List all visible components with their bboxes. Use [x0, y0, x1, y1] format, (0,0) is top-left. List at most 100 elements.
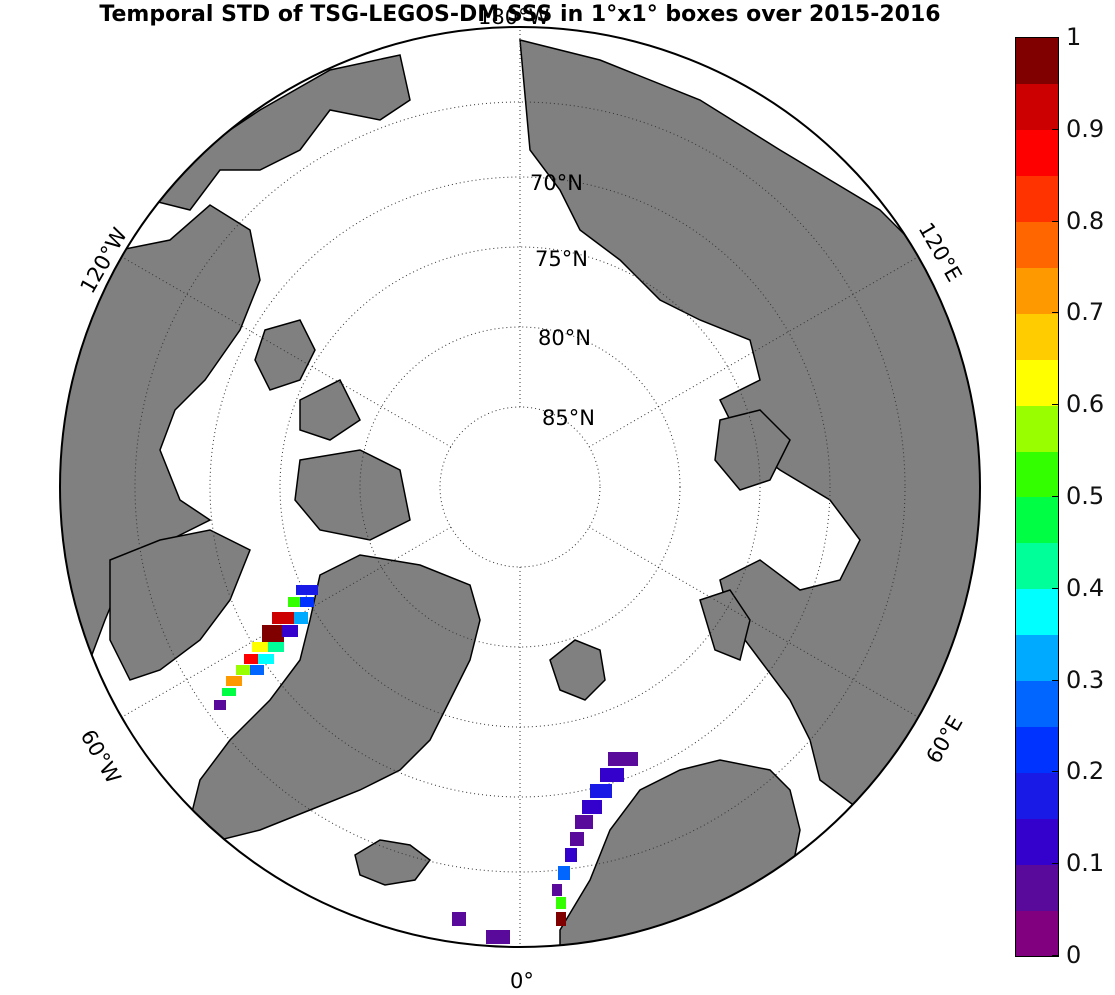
colorbar-segment [1016, 772, 1058, 819]
colorbar-tick-mark [1052, 312, 1058, 314]
std-cells-north-atlantic [452, 912, 510, 944]
colorbar-segment [1016, 38, 1058, 85]
meridian-120w [121, 256, 452, 448]
data-cell [294, 612, 308, 624]
colorbar-segment [1016, 313, 1058, 360]
colorbar-tick-mark [1052, 404, 1058, 406]
colorbar-tick-mark [1052, 955, 1058, 956]
colorbar-segment [1016, 451, 1058, 498]
lat-label-75: 75°N [535, 247, 588, 271]
map-frame [59, 26, 981, 948]
colorbar-tick-mark [1052, 128, 1058, 130]
data-cell [226, 676, 242, 686]
lat-circle-80 [359, 326, 681, 648]
colorbar-tick-mark [1052, 863, 1058, 865]
data-cell [575, 815, 593, 829]
land-severnaya [714, 409, 791, 491]
data-cell [582, 800, 602, 814]
std-cells-davis-strait [214, 585, 318, 710]
colorbar-tick-label: 0.4 [1066, 573, 1105, 602]
data-cell [486, 930, 510, 944]
lat-label-80: 80°N [538, 326, 591, 350]
colorbar-segment [1016, 83, 1058, 131]
meridian-120e [588, 256, 919, 448]
colorbar-tick-label: 0.9 [1066, 114, 1105, 143]
colorbar-segment [1016, 129, 1058, 177]
colorbar-segment [1016, 634, 1058, 682]
data-cell [272, 612, 298, 624]
colorbar-tick-label: 0.2 [1066, 757, 1105, 786]
colorbar-tick-mark [1052, 587, 1058, 589]
chart-title: Temporal STD of TSG-LEGOS-DM SSS in 1°x1… [99, 2, 941, 27]
colorbar-segment [1016, 359, 1058, 406]
colorbar [1015, 37, 1059, 957]
meridian-60w [121, 526, 452, 718]
lon-label-0: 0° [510, 969, 534, 993]
lat-circle-70 [209, 176, 831, 798]
colorbar-segment [1016, 221, 1058, 268]
data-cell [252, 642, 270, 652]
colorbar-tick-label: 0 [1066, 941, 1082, 969]
data-cell [222, 688, 236, 696]
colorbar-tick-mark [1052, 771, 1058, 773]
land-alaska [148, 54, 411, 211]
meridians [121, 27, 919, 947]
colorbar-segment [1016, 864, 1058, 911]
land-archipelago-2 [299, 378, 361, 441]
lat-label-85: 85°N [542, 406, 595, 430]
colorbar-tick-label: 0.6 [1066, 390, 1105, 419]
land-archipelago-1 [254, 319, 316, 391]
land-svalbard [549, 639, 606, 701]
data-cell [552, 884, 562, 896]
colorbar-segment [1016, 726, 1058, 773]
data-cell [570, 832, 584, 846]
data-cell [452, 912, 466, 926]
colorbar-segment [1016, 910, 1058, 957]
colorbar-segment [1016, 405, 1058, 452]
land-iceland [354, 839, 432, 886]
std-cells-norwegian-sea [552, 752, 638, 926]
land-novaya-zemlya [699, 589, 751, 662]
data-cell [236, 665, 252, 675]
data-cell [558, 866, 570, 880]
colorbar-tick-label: 1 [1066, 23, 1082, 51]
colorbar-segment [1016, 267, 1058, 314]
colorbar-tick-mark [1052, 679, 1058, 681]
colorbar-segment [1016, 542, 1058, 590]
land-baffin [109, 529, 251, 681]
lat-label-70: 70°N [530, 171, 583, 195]
colorbar-segment [1016, 818, 1058, 865]
meridian-60e [588, 526, 919, 718]
colorbar-tick-label: 0.1 [1066, 849, 1105, 878]
colorbar-segment [1016, 588, 1058, 636]
data-cell [258, 654, 274, 664]
data-cell [244, 654, 260, 664]
data-cell [608, 752, 638, 766]
map-area [60, 27, 980, 947]
data-cell [288, 597, 306, 607]
data-cell [565, 848, 577, 862]
data-cell [282, 625, 298, 637]
data-cell [556, 897, 566, 909]
land-greenland [189, 554, 481, 841]
colorbar-segment [1016, 175, 1058, 223]
colorbar-segment [1016, 497, 1058, 544]
colorbar-segment [1016, 680, 1058, 727]
data-cell [600, 768, 624, 782]
data-cell [250, 665, 264, 675]
colorbar-tick-mark [1052, 496, 1058, 497]
data-cell [556, 912, 566, 926]
lon-label-180w: 180°W [478, 5, 550, 29]
data-cell [214, 700, 226, 710]
polar-map: 70°N 75°N 80°N 85°N 180°W 0° 120°W 60°W … [59, 5, 981, 993]
land-archipelago-3 [294, 449, 411, 541]
data-cell [268, 642, 284, 652]
lon-label-60e: 60°E [922, 712, 968, 768]
lon-label-60w: 60°W [76, 726, 126, 788]
colorbar-tick-label: 0.7 [1066, 298, 1105, 327]
data-cell [296, 585, 318, 595]
colorbar-tick-label: 0.3 [1066, 665, 1105, 694]
data-cell [590, 784, 612, 798]
data-cell [300, 597, 314, 607]
colorbar-tick-label: 0.8 [1066, 206, 1105, 235]
